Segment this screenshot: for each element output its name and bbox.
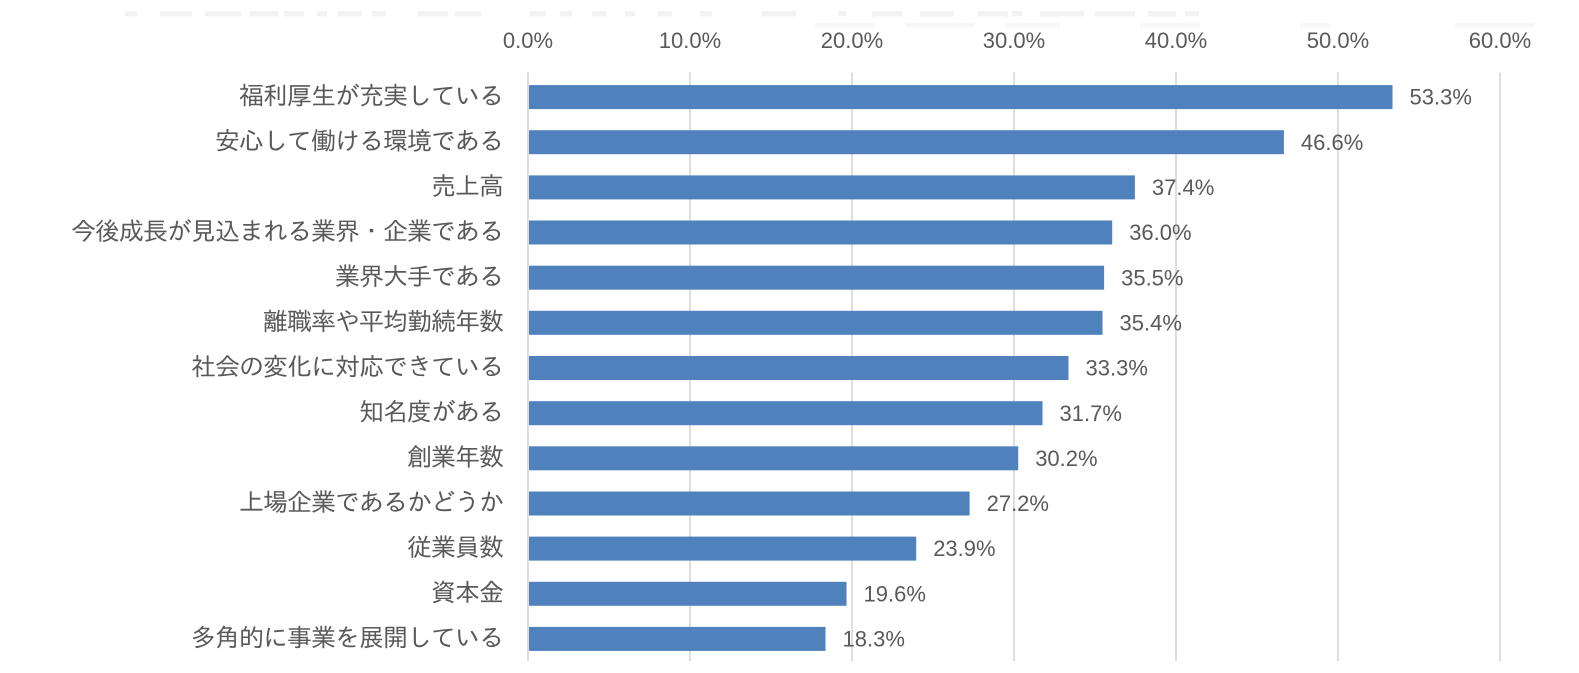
svg-text:30.2%: 30.2% [1035, 446, 1097, 471]
svg-text:60.0%: 60.0% [1469, 28, 1531, 53]
svg-text:20.0%: 20.0% [821, 28, 883, 53]
svg-text:35.4%: 35.4% [1120, 310, 1182, 335]
svg-text:40.0%: 40.0% [1145, 28, 1207, 53]
svg-text:35.5%: 35.5% [1121, 265, 1183, 290]
svg-text:33.3%: 33.3% [1086, 356, 1148, 381]
svg-text:23.9%: 23.9% [933, 536, 995, 561]
svg-text:31.7%: 31.7% [1060, 401, 1122, 426]
svg-text:18.3%: 18.3% [843, 627, 905, 652]
svg-text:36.0%: 36.0% [1129, 220, 1191, 245]
svg-text:46.6%: 46.6% [1301, 130, 1363, 155]
svg-text:19.6%: 19.6% [864, 581, 926, 606]
svg-text:27.2%: 27.2% [987, 491, 1049, 516]
svg-text:0.0%: 0.0% [503, 28, 553, 53]
svg-text:53.3%: 53.3% [1410, 85, 1472, 110]
svg-text:30.0%: 30.0% [983, 28, 1045, 53]
svg-text:37.4%: 37.4% [1152, 175, 1214, 200]
svg-text:10.0%: 10.0% [659, 28, 721, 53]
svg-text:50.0%: 50.0% [1307, 28, 1369, 53]
